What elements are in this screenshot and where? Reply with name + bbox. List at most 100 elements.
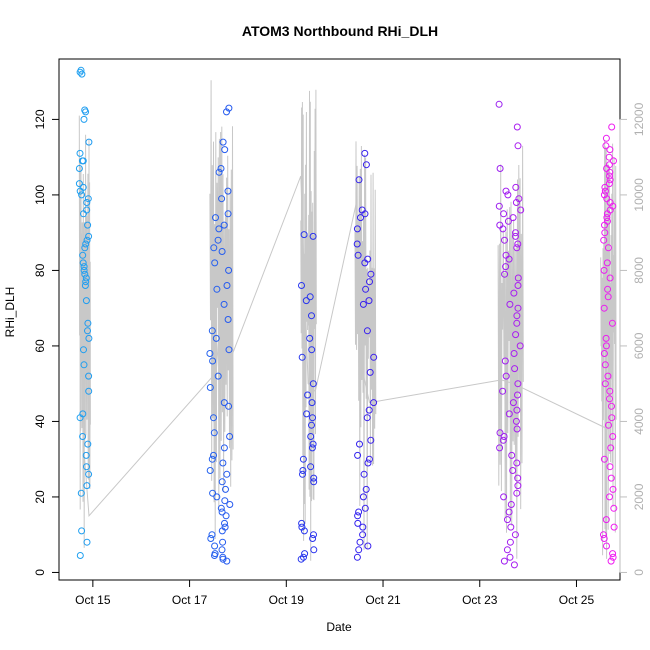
x-tick-label: Oct 17 [172, 593, 208, 607]
data-point [507, 501, 515, 508]
data-point [513, 312, 521, 320]
data-point [359, 493, 367, 501]
data-point [309, 440, 317, 448]
data-point [602, 334, 610, 342]
data-point [500, 433, 508, 440]
data-point [600, 350, 608, 357]
data-point [85, 334, 93, 342]
data-point [218, 478, 226, 486]
data-point [79, 251, 87, 259]
data-point [366, 368, 374, 376]
data-point [78, 527, 86, 535]
y-tick-label: 100 [33, 185, 47, 205]
data-point [606, 395, 613, 403]
data-point [370, 353, 378, 361]
data-point [506, 553, 514, 561]
x-axis: Oct 15 Oct 17 Oct 19 Oct 21 Oct 23 Oct 25 [75, 579, 594, 607]
data-point [212, 334, 220, 342]
data-point [606, 176, 614, 184]
data-point [509, 467, 517, 474]
data-point [603, 259, 611, 267]
data-point [84, 440, 92, 448]
data-point [359, 531, 367, 539]
data-point [80, 361, 88, 369]
data-point [308, 444, 316, 452]
data-point [302, 297, 310, 305]
data-point [225, 104, 233, 112]
data-point [85, 470, 93, 478]
y-tick-label: 20 [33, 490, 47, 504]
data-point [218, 248, 226, 255]
data-point [606, 463, 614, 471]
y2-spike-cluster [600, 139, 617, 559]
data-point [606, 168, 614, 176]
data-point [81, 282, 89, 289]
data-point [506, 538, 514, 546]
data-point [514, 482, 522, 490]
data-point [600, 191, 608, 199]
y2-tick-label: 8000 [632, 257, 646, 284]
data-point [81, 244, 89, 252]
data-point [499, 225, 507, 233]
data-point [210, 429, 218, 437]
data-point [80, 266, 88, 274]
data-point [310, 474, 318, 482]
data-point [354, 512, 362, 520]
data-point [76, 68, 84, 76]
data-point [605, 180, 613, 188]
data-point [360, 470, 368, 478]
data-point [206, 350, 214, 357]
data-point [502, 187, 510, 195]
data-point [301, 550, 309, 558]
data-point [214, 372, 222, 380]
data-point [213, 493, 221, 501]
data-point [83, 482, 91, 490]
data-point [210, 451, 217, 459]
y2-tick-label: 6000 [632, 332, 646, 359]
data-point [210, 414, 217, 422]
data-point [83, 236, 91, 244]
data-point [501, 270, 509, 278]
data-point [603, 210, 611, 218]
data-point [514, 142, 522, 150]
data-point [224, 187, 232, 195]
data-point [610, 157, 617, 165]
data-point [367, 436, 375, 444]
data-point [353, 225, 361, 233]
data-point [513, 244, 521, 252]
data-point [78, 157, 86, 165]
data-point [217, 504, 225, 512]
data-point [361, 504, 369, 512]
data-point [223, 282, 231, 289]
data-point [514, 274, 522, 282]
data-point [299, 467, 307, 474]
data-point [76, 414, 84, 422]
data-point [214, 236, 222, 244]
data-point [361, 259, 369, 267]
data-point [605, 153, 613, 161]
data-point [79, 259, 87, 267]
y2-axis: 0 2000 4000 6000 8000 10000 12000 [619, 102, 646, 576]
data-point [602, 342, 610, 350]
data-point [354, 251, 362, 259]
y-axis-label: RHi_DLH [3, 287, 17, 338]
data-point [300, 231, 308, 239]
data-point [366, 278, 373, 286]
data-point [85, 232, 93, 240]
data-point [364, 459, 372, 467]
data-point [310, 531, 317, 539]
data-point [218, 195, 226, 203]
y2-spike-cluster [209, 80, 234, 540]
data-point [600, 304, 608, 312]
x-axis-label: Date [326, 620, 352, 634]
data-point [300, 553, 307, 561]
data-point [496, 444, 504, 452]
data-point [370, 399, 378, 407]
data-point [80, 210, 87, 218]
data-point [504, 516, 511, 524]
data-point [602, 516, 610, 524]
data-point [220, 300, 228, 308]
data-point [217, 165, 225, 172]
data-point [609, 550, 617, 558]
data-point [77, 489, 85, 497]
